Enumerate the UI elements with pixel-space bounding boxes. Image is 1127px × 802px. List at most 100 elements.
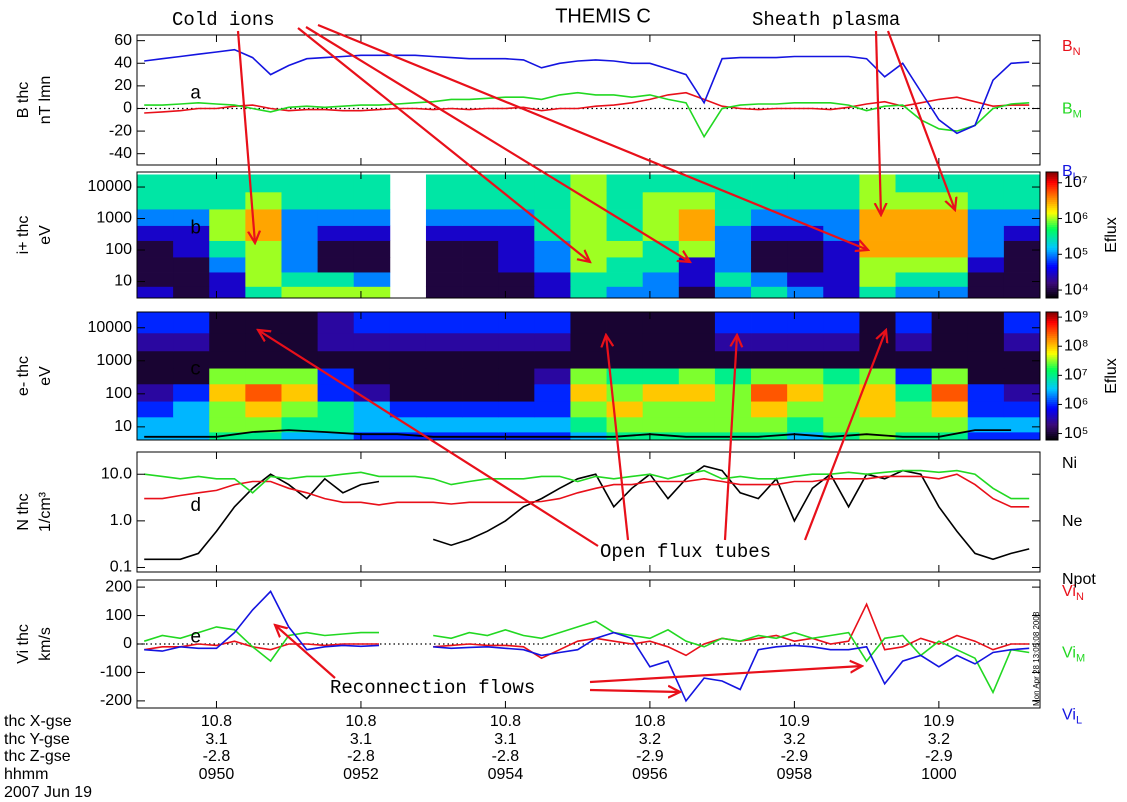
cell (498, 351, 535, 369)
cell (823, 417, 860, 432)
y-axis-label: eV (37, 366, 54, 386)
cell (896, 351, 933, 369)
cell (390, 401, 427, 417)
cell (932, 312, 969, 333)
cell (498, 257, 535, 272)
cell (643, 312, 680, 333)
legend-label: BM (1062, 101, 1082, 121)
cell (209, 384, 246, 402)
y-tick-label: 100 (105, 241, 132, 258)
cell (896, 174, 933, 192)
ephemeris-value: 3.1 (494, 731, 516, 748)
cell (643, 333, 680, 351)
y-tick-label: 60 (114, 32, 132, 49)
cell (318, 401, 355, 417)
cell (823, 286, 860, 298)
annotation: Cold ions (172, 9, 275, 31)
cell (318, 192, 355, 210)
cell (534, 333, 571, 351)
x-tick-label: 1000 (921, 766, 957, 783)
cell (426, 312, 463, 333)
cell (209, 286, 246, 298)
cell (209, 174, 246, 192)
cell (498, 286, 535, 298)
series-line (144, 604, 1029, 658)
ephemeris-value: 3.2 (783, 731, 805, 748)
cell (354, 286, 391, 298)
cell (462, 368, 499, 384)
cell (137, 272, 174, 287)
ephemeris-value: 10.9 (923, 713, 954, 730)
cell (137, 192, 174, 210)
cell (932, 209, 969, 226)
cell (932, 351, 969, 369)
cell (137, 286, 174, 298)
cell (534, 286, 571, 298)
cell (1004, 272, 1041, 287)
cell (462, 384, 499, 402)
cell (968, 174, 1005, 192)
cell (498, 209, 535, 226)
colorbar-tick-label: 10⁵ (1064, 246, 1088, 263)
cell (823, 192, 860, 210)
cell (1004, 226, 1041, 241)
cell (570, 401, 607, 417)
x-tick-label: 0954 (488, 766, 524, 783)
colorbar-label: Eflux (1103, 358, 1120, 394)
cell (751, 384, 788, 402)
ephemeris-value: 10.8 (634, 713, 665, 730)
cell (787, 384, 824, 402)
cell (751, 286, 788, 298)
cell (534, 312, 571, 333)
cell (896, 312, 933, 333)
cell (498, 192, 535, 210)
cell (823, 333, 860, 351)
panel-label: d (190, 495, 201, 517)
cell (354, 368, 391, 384)
cell (607, 257, 644, 272)
legend-label: Ni (1062, 455, 1077, 472)
cell (1004, 401, 1041, 417)
cell (570, 174, 607, 192)
cell (787, 257, 824, 272)
cell (607, 241, 644, 258)
x-tick-label: 0956 (632, 766, 668, 783)
cell (281, 401, 318, 417)
cell (426, 257, 463, 272)
cell (281, 368, 318, 384)
cell (390, 368, 427, 384)
panel-label: a (190, 83, 201, 105)
cell (426, 417, 463, 432)
cell (607, 401, 644, 417)
cell (859, 333, 896, 351)
cell (932, 417, 969, 432)
cell (245, 272, 282, 287)
y-axis-label: e- thc (15, 356, 32, 396)
cell (426, 333, 463, 351)
annotation: Reconnection flows (330, 677, 535, 699)
cell (426, 401, 463, 417)
cell (823, 174, 860, 192)
cell (679, 417, 716, 432)
cell (173, 257, 210, 272)
colorbar-tick-label: 10⁷ (1064, 174, 1088, 191)
cell (643, 257, 680, 272)
cell (498, 333, 535, 351)
cell (209, 226, 246, 241)
cell (679, 174, 716, 192)
cell (896, 272, 933, 287)
cell (245, 312, 282, 333)
cell (751, 174, 788, 192)
cell (787, 286, 824, 298)
cell (534, 401, 571, 417)
ephemeris-value: -2.8 (492, 748, 520, 765)
y-tick-label: 1.0 (110, 512, 132, 529)
cell (209, 351, 246, 369)
cell (1004, 333, 1041, 351)
ephemeris-value: 3.1 (350, 731, 372, 748)
cell (968, 351, 1005, 369)
cell (570, 384, 607, 402)
cell (426, 241, 463, 258)
cell (137, 226, 174, 241)
